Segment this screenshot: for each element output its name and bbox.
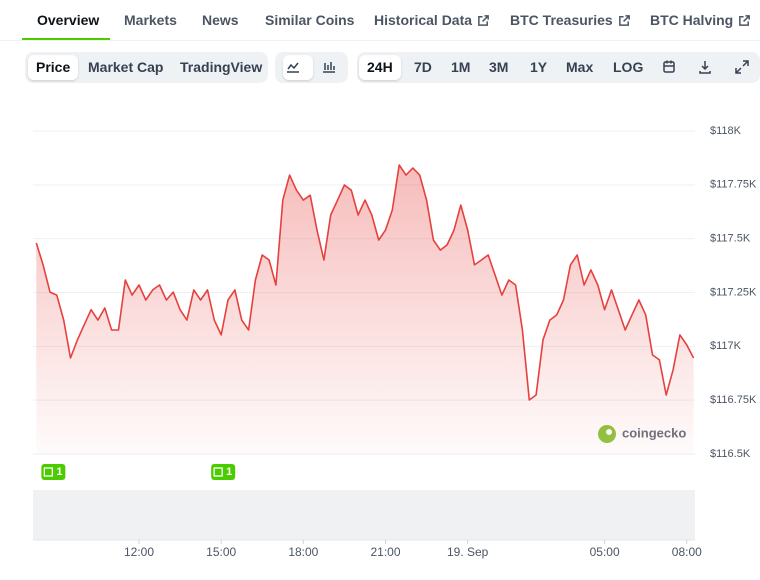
x-tick-label: 08:00 xyxy=(672,545,702,559)
range-button-label: LOG xyxy=(613,59,644,75)
y-tick-label: $118K xyxy=(710,125,742,137)
range-button[interactable]: 7D xyxy=(406,55,440,80)
price-line xyxy=(35,164,695,401)
range-button[interactable]: LOG xyxy=(605,55,651,80)
y-tick-label: $117.75K xyxy=(710,179,757,191)
range-button[interactable]: 3M xyxy=(481,55,516,80)
range-button[interactable]: 1Y xyxy=(522,55,555,80)
view-button[interactable]: Market Cap xyxy=(80,55,171,80)
x-tick-label: 05:00 xyxy=(590,545,620,559)
view-button-label: Price xyxy=(36,59,71,75)
tab[interactable]: Overview xyxy=(37,12,99,28)
y-tick-label: $116.75K xyxy=(710,394,757,406)
tab-label: Similar Coins xyxy=(265,12,355,28)
tab[interactable]: BTC Treasuries xyxy=(510,12,631,28)
candle-icon[interactable] xyxy=(321,59,337,75)
y-tick-label: $117.25K xyxy=(710,286,757,298)
tab[interactable]: Similar Coins xyxy=(265,12,354,28)
x-tick-label: 19. Sep xyxy=(447,545,489,559)
price-area xyxy=(36,165,694,454)
x-tick-label: 18:00 xyxy=(288,545,318,559)
tab-label: Markets xyxy=(124,12,177,28)
range-button-label: 1M xyxy=(451,59,471,75)
tab[interactable]: News xyxy=(202,12,239,28)
range-button[interactable]: Max xyxy=(558,55,601,80)
view-button-label: TradingView xyxy=(180,59,263,75)
annotation-icon xyxy=(43,467,54,477)
line-style-button[interactable] xyxy=(283,55,313,80)
view-button[interactable]: TradingView xyxy=(172,55,270,80)
external-link-icon xyxy=(618,14,630,26)
fullscreen-icon[interactable] xyxy=(734,59,750,75)
tab[interactable]: Markets xyxy=(124,12,177,28)
volume-area xyxy=(33,490,695,540)
calendar-icon[interactable] xyxy=(661,59,677,75)
range-button[interactable]: 1M xyxy=(443,55,478,80)
tab-label: Historical Data xyxy=(374,12,473,28)
range-button-label: 3M xyxy=(489,59,509,75)
annotation-label: 1 xyxy=(226,466,232,478)
range-button-label: Max xyxy=(566,59,594,75)
tab[interactable]: BTC Halving xyxy=(650,12,751,28)
tab-label: BTC Halving xyxy=(650,12,734,28)
x-tick-label: 15:00 xyxy=(206,545,236,559)
view-button-label: Market Cap xyxy=(88,59,164,75)
download-icon[interactable] xyxy=(697,59,713,75)
line-icon[interactable] xyxy=(285,59,301,75)
range-button-label: 1Y xyxy=(530,59,548,75)
range-button[interactable]: 24H xyxy=(359,55,401,80)
range-button-label: 7D xyxy=(414,59,432,75)
annotation-icon xyxy=(213,467,223,477)
view-button[interactable]: Price xyxy=(28,55,79,80)
y-tick-label: $116.5K xyxy=(710,448,751,460)
external-link-icon xyxy=(478,14,489,26)
y-tick-label: $117K xyxy=(710,340,742,352)
tab-label: BTC Treasuries xyxy=(510,12,613,28)
tab[interactable]: Historical Data xyxy=(374,12,490,28)
x-tick-label: 12:00 xyxy=(124,545,154,559)
tab-label: News xyxy=(202,12,239,28)
range-group xyxy=(357,52,760,83)
external-link-icon xyxy=(739,14,751,26)
y-tick-label: $117.5K xyxy=(710,233,751,245)
x-tick-label: 21:00 xyxy=(370,545,400,559)
tab-separator xyxy=(0,40,760,41)
range-button-label: 24H xyxy=(367,59,393,75)
tab-label: Overview xyxy=(37,12,100,28)
annotation-label: 1 xyxy=(56,466,62,478)
active-tab-underline xyxy=(22,38,110,40)
